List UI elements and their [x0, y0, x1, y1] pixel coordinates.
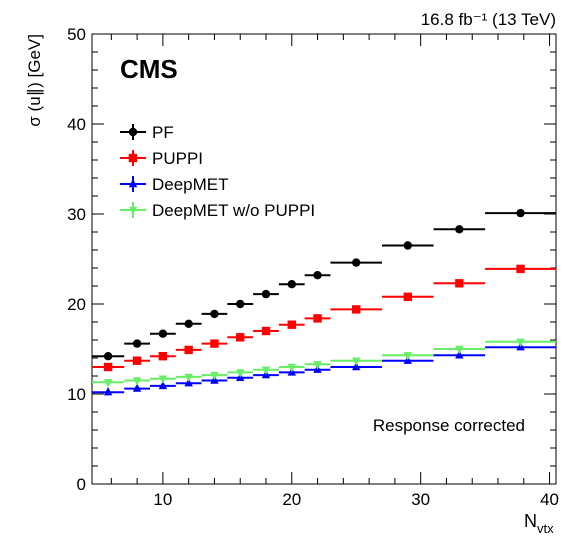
- deepmet-point: [103, 387, 113, 396]
- legend-label: DeepMET w/o PUPPI: [152, 201, 315, 220]
- pf-point: [236, 299, 245, 309]
- legend-marker: [128, 153, 138, 163]
- y-tick-label: 50: [67, 25, 86, 44]
- deepmet-w-o-puppi-point: [158, 375, 168, 384]
- legend-label: PUPPI: [152, 149, 203, 168]
- deepmet-w-o-puppi-point: [103, 379, 113, 388]
- pf-point: [261, 289, 271, 299]
- deepmet-point: [132, 383, 142, 392]
- pf-point: [210, 309, 219, 319]
- puppi-point: [516, 264, 525, 274]
- pf-point: [158, 329, 168, 338]
- puppi-point: [236, 333, 245, 342]
- puppi-point: [313, 314, 322, 323]
- x-tick-label: 10: [153, 490, 172, 509]
- deepmet-point: [158, 380, 168, 390]
- legend-marker: [128, 206, 138, 216]
- pf-point: [352, 258, 361, 267]
- pf-point: [455, 225, 464, 234]
- deepmet-w-o-puppi-point: [261, 366, 271, 375]
- deepmet-w-o-puppi-point: [516, 338, 525, 347]
- deepmet-w-o-puppi-point: [236, 369, 245, 378]
- puppi-point: [455, 279, 464, 288]
- y-axis-label: σ (u∥) [GeV]: [25, 34, 44, 127]
- x-tick-label: 40: [540, 490, 559, 509]
- y-tick-label: 40: [67, 115, 86, 134]
- x-axis-label-sub: vtx: [537, 521, 554, 536]
- pf-point: [132, 339, 142, 348]
- deepmet-w-o-puppi-point: [313, 361, 322, 370]
- y-tick-label: 20: [67, 295, 86, 314]
- legend-marker: [128, 178, 138, 188]
- x-axis-label-main: N: [524, 511, 537, 531]
- legend-label: DeepMET: [152, 175, 229, 194]
- plot-area: 10 20 30 40 0 10 20 30 40 50: [67, 25, 559, 509]
- x-axis-label: Nvtx: [524, 511, 554, 536]
- puppi-point: [287, 320, 296, 329]
- deepmet-w-o-puppi-point: [455, 345, 464, 355]
- deepmet-w-o-puppi-point: [403, 352, 412, 361]
- deepmet-w-o-puppi-point: [287, 363, 296, 373]
- deepmet-point: [352, 361, 361, 371]
- y-tick-label: 0: [77, 475, 86, 494]
- deepmet-point: [455, 350, 464, 359]
- plot-frame: [91, 33, 557, 485]
- deepmet-w-o-puppi-point: [210, 371, 219, 381]
- pf-point: [313, 271, 322, 280]
- legend-label: PF: [152, 123, 174, 142]
- puppi-point: [158, 352, 168, 361]
- legend: PF PUPPI DeepMET DeepMET w/o PUPPI: [120, 123, 315, 220]
- experiment-label: CMS: [120, 54, 178, 84]
- pf-point: [184, 319, 193, 328]
- puppi-point: [184, 345, 193, 355]
- deepmet-point: [184, 378, 193, 387]
- legend-entry-deepmet-w-o-puppi: DeepMET w/o PUPPI: [120, 201, 315, 220]
- puppi-point: [352, 305, 361, 314]
- response-corrected-annotation: Response corrected: [373, 416, 525, 435]
- puppi-point: [261, 326, 271, 336]
- puppi-point: [403, 292, 412, 301]
- x-tick-label: 30: [411, 490, 430, 509]
- y-tick-label: 10: [67, 385, 86, 404]
- puppi-point: [210, 339, 219, 348]
- legend-marker: [128, 127, 138, 137]
- deepmet-w-o-puppi-point: [352, 357, 361, 366]
- puppi-point: [103, 362, 113, 372]
- pf-point: [103, 352, 113, 361]
- legend-entry-pf: PF: [120, 123, 174, 142]
- x-tick-label: 20: [282, 490, 301, 509]
- legend-entry-deepmet: DeepMET: [120, 175, 229, 194]
- legend-entry-puppi: PUPPI: [120, 149, 203, 168]
- puppi-point: [132, 356, 142, 365]
- pf-point: [403, 241, 412, 250]
- deepmet-w-o-puppi-point: [184, 373, 193, 383]
- pf-point: [287, 280, 296, 289]
- deepmet-w-o-puppi-point: [132, 377, 142, 386]
- pf-point: [516, 208, 525, 218]
- y-tick-label: 30: [67, 205, 86, 224]
- lumi-label: 16.8 fb⁻¹ (13 TeV): [421, 10, 556, 29]
